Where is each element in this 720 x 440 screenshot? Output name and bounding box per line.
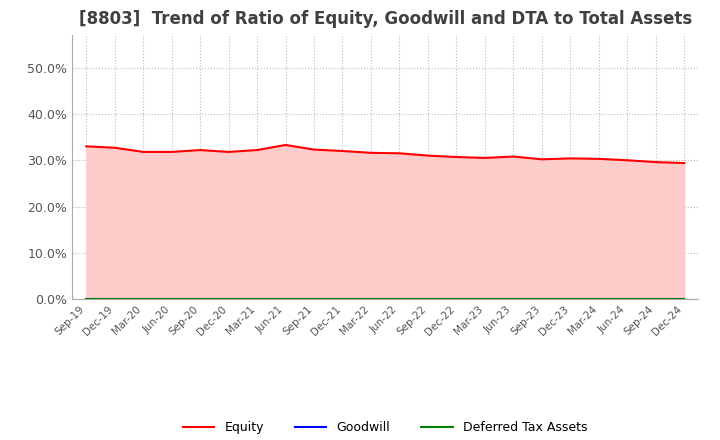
Deferred Tax Assets: [167, 297, 176, 302]
Equity: [338, 148, 347, 154]
Goodwill: [139, 297, 148, 302]
Equity: [282, 142, 290, 147]
Deferred Tax Assets: [423, 297, 432, 302]
Line: Equity: Equity: [86, 145, 684, 163]
Deferred Tax Assets: [253, 297, 261, 302]
Goodwill: [253, 297, 261, 302]
Goodwill: [537, 297, 546, 302]
Deferred Tax Assets: [566, 297, 575, 302]
Equity: [310, 147, 318, 152]
Goodwill: [338, 297, 347, 302]
Equity: [509, 154, 518, 159]
Equity: [253, 147, 261, 153]
Goodwill: [310, 297, 318, 302]
Equity: [395, 150, 404, 156]
Equity: [196, 147, 204, 153]
Goodwill: [167, 297, 176, 302]
Deferred Tax Assets: [537, 297, 546, 302]
Goodwill: [452, 297, 461, 302]
Goodwill: [395, 297, 404, 302]
Deferred Tax Assets: [225, 297, 233, 302]
Deferred Tax Assets: [366, 297, 375, 302]
Equity: [225, 149, 233, 154]
Deferred Tax Assets: [652, 297, 660, 302]
Goodwill: [595, 297, 603, 302]
Deferred Tax Assets: [196, 297, 204, 302]
Equity: [452, 154, 461, 160]
Deferred Tax Assets: [595, 297, 603, 302]
Title: [8803]  Trend of Ratio of Equity, Goodwill and DTA to Total Assets: [8803] Trend of Ratio of Equity, Goodwil…: [78, 10, 692, 28]
Goodwill: [282, 297, 290, 302]
Equity: [680, 161, 688, 166]
Deferred Tax Assets: [82, 297, 91, 302]
Goodwill: [480, 297, 489, 302]
Goodwill: [509, 297, 518, 302]
Goodwill: [652, 297, 660, 302]
Deferred Tax Assets: [680, 297, 688, 302]
Equity: [82, 144, 91, 149]
Equity: [623, 158, 631, 163]
Equity: [139, 149, 148, 154]
Deferred Tax Assets: [452, 297, 461, 302]
Deferred Tax Assets: [623, 297, 631, 302]
Deferred Tax Assets: [139, 297, 148, 302]
Equity: [167, 149, 176, 154]
Legend: Equity, Goodwill, Deferred Tax Assets: Equity, Goodwill, Deferred Tax Assets: [179, 416, 593, 439]
Goodwill: [566, 297, 575, 302]
Deferred Tax Assets: [110, 297, 119, 302]
Equity: [652, 159, 660, 165]
Goodwill: [623, 297, 631, 302]
Deferred Tax Assets: [509, 297, 518, 302]
Equity: [110, 145, 119, 150]
Goodwill: [82, 297, 91, 302]
Goodwill: [196, 297, 204, 302]
Goodwill: [366, 297, 375, 302]
Deferred Tax Assets: [338, 297, 347, 302]
Deferred Tax Assets: [282, 297, 290, 302]
Equity: [537, 157, 546, 162]
Equity: [366, 150, 375, 155]
Deferred Tax Assets: [480, 297, 489, 302]
Deferred Tax Assets: [310, 297, 318, 302]
Equity: [566, 156, 575, 161]
Goodwill: [225, 297, 233, 302]
Equity: [423, 153, 432, 158]
Equity: [480, 155, 489, 161]
Goodwill: [110, 297, 119, 302]
Goodwill: [680, 297, 688, 302]
Equity: [595, 156, 603, 161]
Deferred Tax Assets: [395, 297, 404, 302]
Goodwill: [423, 297, 432, 302]
